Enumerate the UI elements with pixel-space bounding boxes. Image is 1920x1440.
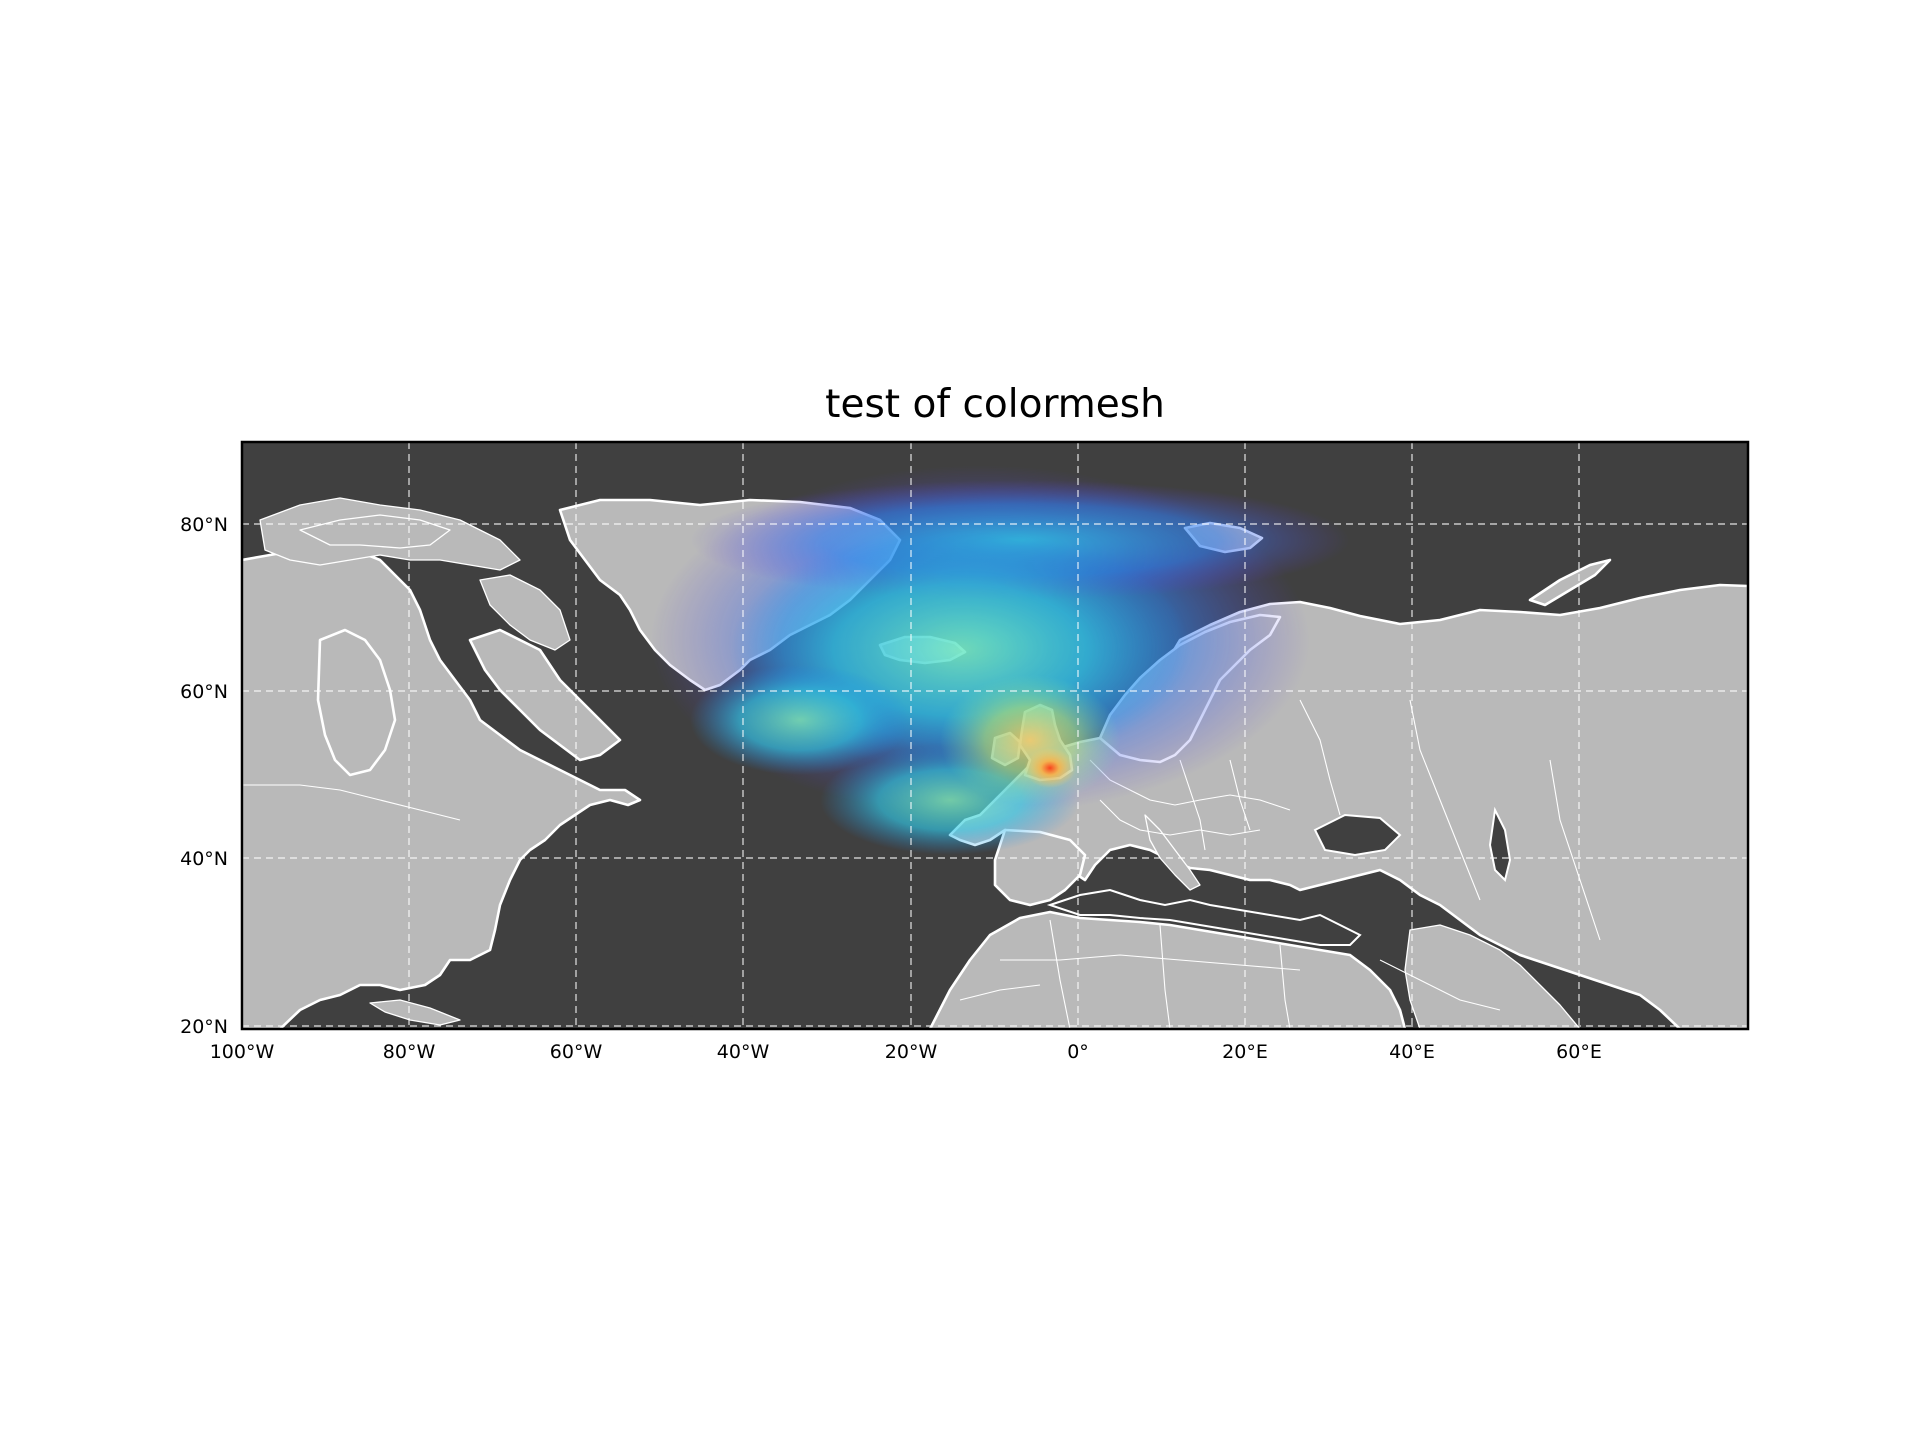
- x-tick-label-40e: 40°E: [1389, 1041, 1435, 1063]
- mediterranean-sea: [1046, 888, 1362, 946]
- plume-region-warm: [940, 675, 1120, 805]
- landmass-iberia: [993, 828, 1087, 907]
- y-tick-label-60n: 60°N: [180, 681, 228, 703]
- landmass-hudson-west: [316, 628, 397, 777]
- landmass-ellesmere: [299, 514, 451, 549]
- x-tick-label-20e: 20°E: [1222, 1041, 1268, 1063]
- plume-region-west-arm: [690, 665, 910, 775]
- landmass-africa: [928, 910, 1407, 1029]
- landmass-baffin: [479, 574, 571, 651]
- landmass-italy: [1144, 814, 1201, 891]
- x-tick-label-60e: 60°E: [1556, 1041, 1602, 1063]
- chart-title: test of colormesh: [825, 382, 1165, 427]
- black-sea: [1313, 813, 1402, 857]
- x-tick-label-0: 0°: [1067, 1041, 1089, 1063]
- landmass-labrador: [468, 628, 622, 762]
- x-tick-label-80w: 80°W: [383, 1041, 436, 1063]
- landmass-arabia: [1404, 924, 1581, 1029]
- landmass-novaya-zemlya: [1528, 558, 1612, 607]
- map-frame: [240, 440, 1750, 1031]
- x-tick-labels: 100°W 80°W 60°W 40°W 20°W 0° 20°E 40°E 6…: [210, 1041, 1602, 1063]
- x-tick-label-60w: 60°W: [550, 1041, 603, 1063]
- x-tick-label-20w: 20°W: [885, 1041, 938, 1063]
- y-tick-labels: 20°N 40°N 60°N 80°N: [180, 514, 228, 1038]
- colormesh-plume: [650, 465, 1350, 855]
- x-tick-label-100w: 100°W: [210, 1041, 275, 1063]
- y-tick-label-20n: 20°N: [180, 1016, 228, 1038]
- y-tick-label-40n: 40°N: [180, 848, 228, 870]
- caspian-sea: [1488, 806, 1512, 882]
- plume-region-hotspot: [1024, 748, 1076, 788]
- y-tick-label-80n: 80°N: [180, 514, 228, 536]
- gridlines: [242, 442, 1748, 1029]
- landmass-cuba: [369, 999, 461, 1026]
- x-tick-label-40w: 40°W: [717, 1041, 770, 1063]
